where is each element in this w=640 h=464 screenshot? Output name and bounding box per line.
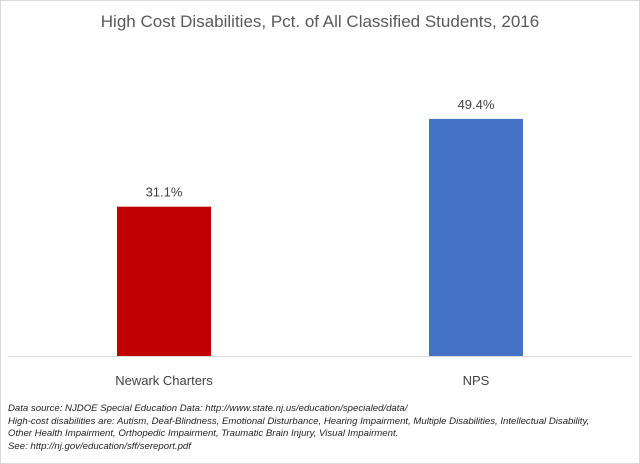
footnote-source: Data source: NJDOE Special Education Dat… [8, 403, 408, 414]
data-label-0: 31.1% [146, 185, 183, 200]
footnote-definition-line1: High-cost disabilities are: Autism, Deaf… [8, 415, 590, 427]
bar-1 [429, 118, 523, 357]
bar-0 [117, 206, 211, 356]
data-label-1: 49.4% [458, 97, 495, 112]
footnotes: Data source: NJDOE Special Education Dat… [8, 403, 634, 453]
footnote-definition-line2: Other Health Impairment, Orthopedic Impa… [8, 428, 399, 440]
x-tick-label-0: Newark Charters [115, 373, 213, 388]
x-tick-label-1: NPS [463, 373, 490, 388]
chart-title: High Cost Disabilities, Pct. of All Clas… [100, 12, 540, 31]
footnote-see: See: http://nj.gov/education/sff/serepor… [8, 440, 191, 452]
